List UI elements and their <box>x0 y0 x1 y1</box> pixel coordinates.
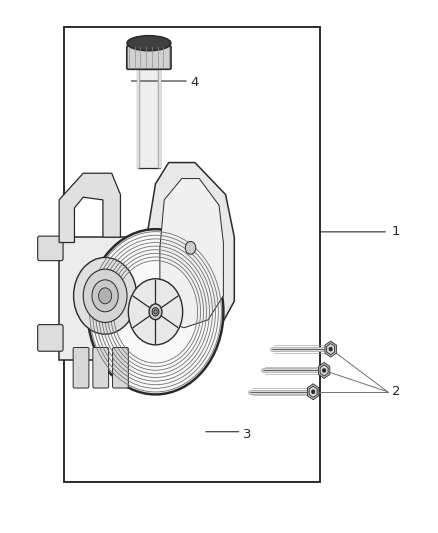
Circle shape <box>152 308 159 316</box>
Polygon shape <box>307 384 319 400</box>
Text: 4: 4 <box>191 76 199 89</box>
Polygon shape <box>59 237 147 360</box>
Circle shape <box>149 304 162 320</box>
Polygon shape <box>320 365 328 376</box>
FancyBboxPatch shape <box>127 46 171 69</box>
FancyBboxPatch shape <box>38 325 63 351</box>
Polygon shape <box>147 163 234 344</box>
Circle shape <box>323 369 325 372</box>
Circle shape <box>154 310 157 314</box>
Circle shape <box>92 280 118 312</box>
Text: 2: 2 <box>392 385 400 398</box>
Polygon shape <box>318 362 330 378</box>
FancyBboxPatch shape <box>38 236 63 261</box>
Circle shape <box>329 348 332 351</box>
Circle shape <box>312 390 314 393</box>
FancyBboxPatch shape <box>73 348 89 388</box>
Polygon shape <box>327 344 335 355</box>
Ellipse shape <box>127 36 171 51</box>
FancyBboxPatch shape <box>113 348 128 388</box>
Polygon shape <box>325 341 336 357</box>
Circle shape <box>128 279 183 345</box>
Text: 1: 1 <box>392 225 400 238</box>
Circle shape <box>185 241 196 254</box>
Text: 3: 3 <box>243 428 251 441</box>
Circle shape <box>74 257 137 334</box>
Polygon shape <box>160 179 223 328</box>
Circle shape <box>88 229 223 394</box>
FancyBboxPatch shape <box>93 348 109 388</box>
Bar <box>138 69 160 168</box>
Bar <box>64 27 320 482</box>
Polygon shape <box>59 173 120 243</box>
Circle shape <box>99 288 112 304</box>
Polygon shape <box>309 386 317 398</box>
Circle shape <box>83 269 127 322</box>
